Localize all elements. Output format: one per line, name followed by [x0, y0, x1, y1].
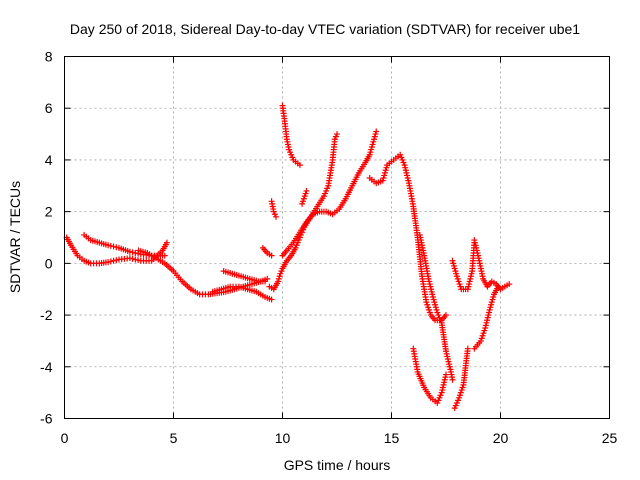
data-point — [334, 131, 340, 138]
data-series — [471, 237, 513, 293]
data-series — [299, 187, 310, 207]
data-point — [464, 345, 471, 352]
data-point — [268, 296, 275, 303]
data-point — [495, 283, 502, 290]
data-series — [366, 151, 449, 324]
data-series — [416, 231, 456, 383]
data-series — [268, 198, 279, 220]
data-point — [126, 248, 133, 255]
plot-frame — [64, 56, 610, 419]
y-tick-label: 4 — [45, 152, 53, 168]
data-point — [107, 242, 114, 249]
x-tick-label: 0 — [61, 430, 69, 446]
data-point — [132, 250, 139, 257]
chart-title: Day 250 of 2018, Sidereal Day-to-day VTE… — [70, 21, 580, 37]
data-series — [259, 244, 275, 259]
grid — [64, 56, 610, 419]
data-series — [449, 239, 478, 293]
x-tick-label: 15 — [384, 430, 400, 446]
data-point — [107, 258, 114, 265]
data-point — [443, 312, 449, 319]
data-point — [113, 244, 120, 251]
data-point — [373, 128, 380, 135]
x-tick-label: 25 — [602, 430, 618, 446]
y-tick-label: 8 — [45, 49, 53, 65]
data-series — [451, 345, 471, 412]
data-point — [126, 255, 133, 262]
y-tick-label: 2 — [45, 204, 53, 220]
data-point — [113, 257, 120, 264]
axis-ticks: 0 5 10 15 20 25 -6 -4 -2 0 2 4 6 8 — [40, 49, 617, 447]
y-axis-label: SDTVAR / TECUs — [7, 181, 23, 293]
y-tick-label: 6 — [45, 100, 53, 116]
data-point — [303, 187, 310, 194]
y-tick-label: -4 — [40, 359, 53, 375]
data-series — [279, 102, 303, 169]
data-series — [63, 234, 170, 267]
data-point — [262, 278, 269, 285]
data-point — [296, 162, 303, 169]
data-point — [135, 257, 142, 264]
data-series — [279, 128, 380, 259]
data-series — [81, 231, 168, 259]
x-tick-label: 20 — [493, 430, 509, 446]
data-point — [443, 371, 449, 378]
data-points — [63, 102, 513, 412]
data-point — [163, 239, 170, 246]
data-point — [129, 249, 136, 256]
x-tick-label: 10 — [275, 430, 291, 446]
data-point — [268, 252, 275, 259]
y-tick-label: -6 — [40, 411, 53, 427]
data-series — [410, 345, 449, 406]
data-point — [105, 259, 112, 266]
data-series — [220, 268, 269, 285]
data-point — [161, 252, 168, 259]
y-tick-label: 0 — [45, 255, 53, 271]
data-point — [132, 256, 139, 263]
data-point — [129, 255, 136, 262]
data-point — [272, 213, 279, 220]
y-tick-label: -2 — [40, 307, 53, 323]
data-point — [449, 376, 456, 383]
data-series — [471, 283, 502, 352]
x-tick-label: 5 — [170, 430, 178, 446]
data-point — [105, 242, 112, 249]
data-series — [209, 283, 275, 303]
data-point — [110, 257, 117, 264]
data-point — [110, 243, 117, 250]
x-axis-label: GPS time / hours — [284, 457, 391, 473]
data-point — [506, 281, 513, 288]
